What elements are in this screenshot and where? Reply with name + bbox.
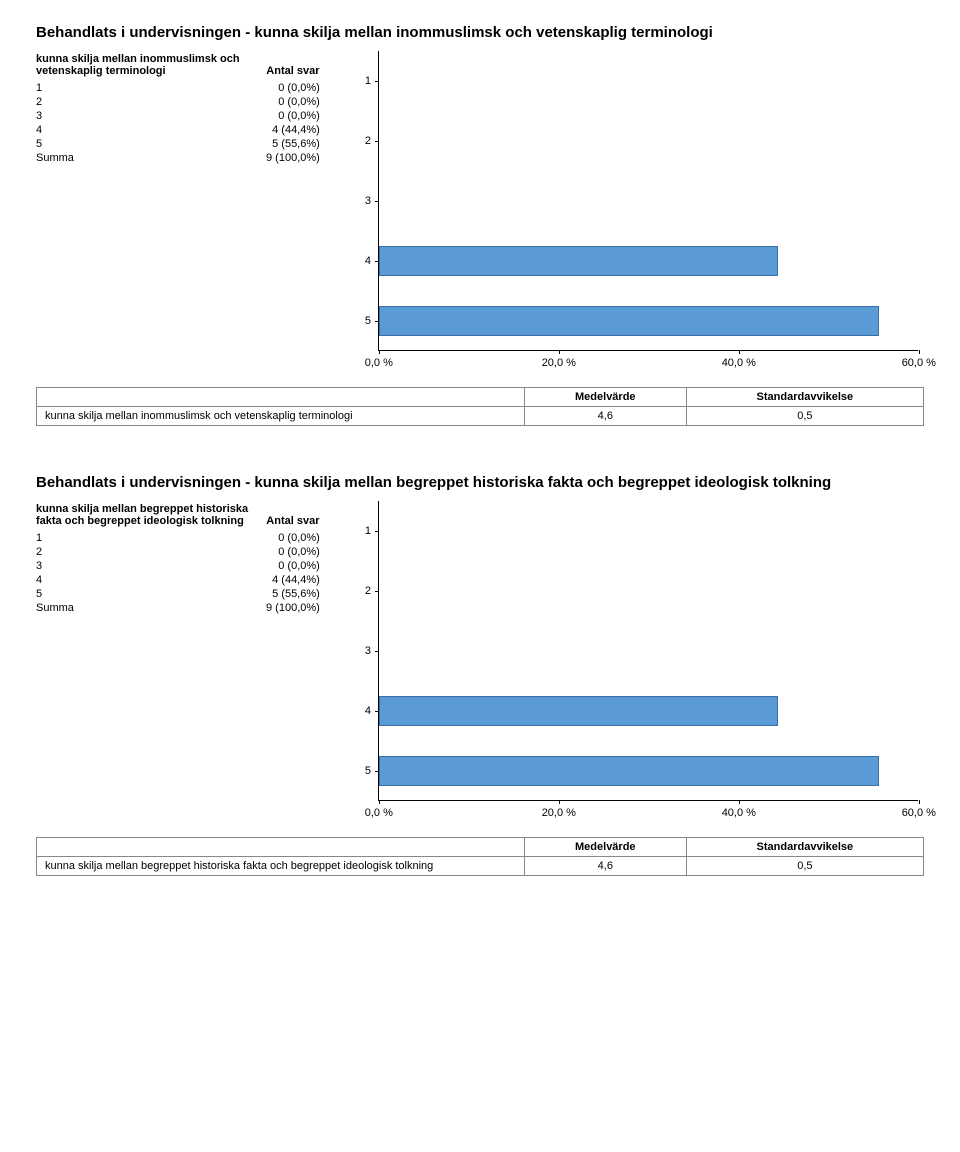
table-row: 10 (0,0%) bbox=[36, 531, 328, 545]
stats-header bbox=[37, 838, 525, 857]
stats-header: Medelvärde bbox=[524, 388, 686, 407]
stats-header: Medelvärde bbox=[524, 838, 686, 857]
table-row: 44 (44,4%) bbox=[36, 573, 328, 587]
y-tick bbox=[375, 651, 379, 652]
stats-header: Standardavvikelse bbox=[686, 388, 923, 407]
bar bbox=[379, 756, 879, 786]
table-row: 10 (0,0%) bbox=[36, 81, 328, 95]
table-row: 44 (44,4%) bbox=[36, 123, 328, 137]
row-value: 0 (0,0%) bbox=[266, 81, 328, 95]
stats-row: kunna skilja mellan begreppet historiska… bbox=[37, 857, 924, 876]
table-row: 55 (55,6%) bbox=[36, 587, 328, 601]
y-tick bbox=[375, 591, 379, 592]
bar-chart: 123450,0 %20,0 %40,0 %60,0 % bbox=[378, 51, 918, 351]
stats-std: 0,5 bbox=[686, 857, 923, 876]
y-axis-label: 5 bbox=[365, 765, 371, 777]
y-axis-label: 5 bbox=[365, 315, 371, 327]
row-value: 0 (0,0%) bbox=[266, 531, 328, 545]
row-label: 5 bbox=[36, 587, 266, 601]
stats-table: MedelvärdeStandardavvikelse kunna skilja … bbox=[36, 387, 924, 426]
y-tick bbox=[375, 201, 379, 202]
row-value: 0 (0,0%) bbox=[266, 559, 328, 573]
stats-mean: 4,6 bbox=[524, 857, 686, 876]
row-label: Summa bbox=[36, 151, 266, 165]
y-axis-label: 1 bbox=[365, 525, 371, 537]
stats-row-label: kunna skilja mellan inommuslimsk och vet… bbox=[37, 407, 525, 426]
y-tick bbox=[375, 141, 379, 142]
y-axis-label: 1 bbox=[365, 75, 371, 87]
y-axis-label: 4 bbox=[365, 255, 371, 267]
y-axis-label: 3 bbox=[365, 645, 371, 657]
y-axis-label: 3 bbox=[365, 195, 371, 207]
row-value: 0 (0,0%) bbox=[266, 95, 328, 109]
x-tick bbox=[379, 350, 380, 354]
y-axis-label: 2 bbox=[365, 135, 371, 147]
x-axis-label: 0,0 % bbox=[365, 357, 393, 369]
stats-std: 0,5 bbox=[686, 407, 923, 426]
bar bbox=[379, 246, 779, 276]
response-table: kunna skilja mellan inommuslimsk och vet… bbox=[36, 51, 328, 165]
row-label: 2 bbox=[36, 545, 266, 559]
table-header-left: kunna skilja mellan inommuslimsk och vet… bbox=[36, 51, 266, 81]
row-label: Summa bbox=[36, 601, 266, 615]
row-value: 4 (44,4%) bbox=[266, 123, 328, 137]
row-label: 3 bbox=[36, 109, 266, 123]
bar bbox=[379, 696, 779, 726]
section-title: Behandlats i undervisningen - kunna skil… bbox=[36, 24, 924, 41]
table-row: 30 (0,0%) bbox=[36, 559, 328, 573]
y-tick bbox=[375, 81, 379, 82]
row-value: 9 (100,0%) bbox=[266, 151, 328, 165]
response-table: kunna skilja mellan begreppet historiska… bbox=[36, 501, 328, 615]
row-label: 5 bbox=[36, 137, 266, 151]
row-label: 1 bbox=[36, 531, 266, 545]
x-axis-label: 40,0 % bbox=[722, 357, 756, 369]
stats-header bbox=[37, 388, 525, 407]
row-value: 9 (100,0%) bbox=[266, 601, 328, 615]
x-tick bbox=[919, 350, 920, 354]
y-axis-label: 2 bbox=[365, 585, 371, 597]
x-tick bbox=[379, 800, 380, 804]
table-header-right: Antal svar bbox=[266, 51, 328, 81]
row-label: 3 bbox=[36, 559, 266, 573]
x-tick bbox=[739, 350, 740, 354]
bar bbox=[379, 306, 879, 336]
stats-mean: 4,6 bbox=[524, 407, 686, 426]
row-label: 2 bbox=[36, 95, 266, 109]
table-header-right: Antal svar bbox=[266, 501, 328, 531]
x-tick bbox=[919, 800, 920, 804]
x-axis-label: 60,0 % bbox=[902, 357, 936, 369]
row-value: 0 (0,0%) bbox=[266, 545, 328, 559]
x-axis-label: 20,0 % bbox=[542, 357, 576, 369]
section-title: Behandlats i undervisningen - kunna skil… bbox=[36, 474, 924, 491]
table-row: 20 (0,0%) bbox=[36, 95, 328, 109]
stats-row: kunna skilja mellan inommuslimsk och vet… bbox=[37, 407, 924, 426]
table-header-left: kunna skilja mellan begreppet historiska… bbox=[36, 501, 266, 531]
stats-table: MedelvärdeStandardavvikelse kunna skilja … bbox=[36, 837, 924, 876]
y-axis-label: 4 bbox=[365, 705, 371, 717]
table-row: 55 (55,6%) bbox=[36, 137, 328, 151]
x-axis-label: 20,0 % bbox=[542, 807, 576, 819]
row-label: 4 bbox=[36, 123, 266, 137]
x-axis-label: 40,0 % bbox=[722, 807, 756, 819]
table-row: 30 (0,0%) bbox=[36, 109, 328, 123]
row-label: 1 bbox=[36, 81, 266, 95]
x-axis-label: 60,0 % bbox=[902, 807, 936, 819]
row-value: 5 (55,6%) bbox=[266, 137, 328, 151]
row-label: 4 bbox=[36, 573, 266, 587]
x-tick bbox=[559, 350, 560, 354]
stats-row-label: kunna skilja mellan begreppet historiska… bbox=[37, 857, 525, 876]
x-tick bbox=[739, 800, 740, 804]
y-tick bbox=[375, 531, 379, 532]
stats-header: Standardavvikelse bbox=[686, 838, 923, 857]
row-value: 4 (44,4%) bbox=[266, 573, 328, 587]
bar-chart: 123450,0 %20,0 %40,0 %60,0 % bbox=[378, 501, 918, 801]
x-axis-label: 0,0 % bbox=[365, 807, 393, 819]
table-row: Summa9 (100,0%) bbox=[36, 151, 328, 165]
row-value: 5 (55,6%) bbox=[266, 587, 328, 601]
table-row: 20 (0,0%) bbox=[36, 545, 328, 559]
x-tick bbox=[559, 800, 560, 804]
table-row: Summa9 (100,0%) bbox=[36, 601, 328, 615]
row-value: 0 (0,0%) bbox=[266, 109, 328, 123]
